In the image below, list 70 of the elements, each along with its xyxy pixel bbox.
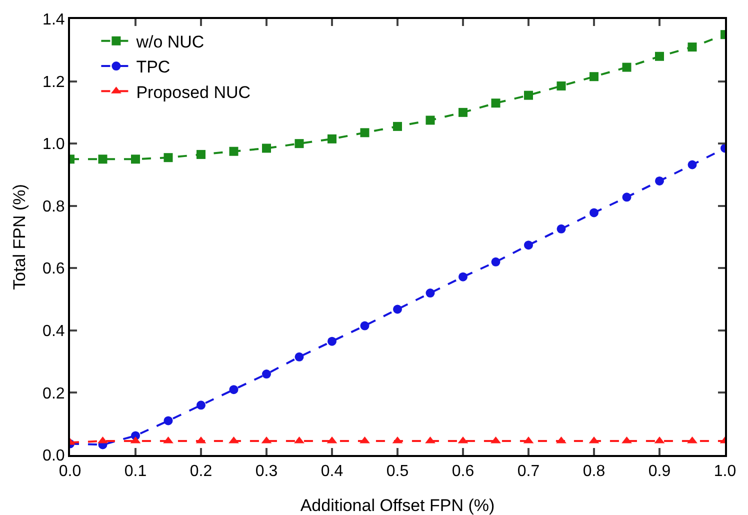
point xyxy=(98,154,108,164)
point xyxy=(164,153,173,162)
y-tick-label: 1.4 xyxy=(42,12,65,29)
point xyxy=(328,134,336,144)
point xyxy=(655,52,664,61)
x-tick-label: 0.8 xyxy=(582,463,606,480)
point xyxy=(262,144,271,153)
y-tick-label: 0.2 xyxy=(42,385,65,402)
x-tick-label: 0.0 xyxy=(58,463,82,480)
x-axis-title: Additional Offset FPN (%) xyxy=(300,496,495,515)
point xyxy=(490,436,501,444)
point xyxy=(556,224,566,234)
point xyxy=(622,192,632,202)
point xyxy=(688,42,697,52)
point xyxy=(98,436,108,444)
point xyxy=(328,336,336,346)
point xyxy=(360,436,370,444)
point xyxy=(229,385,238,394)
point xyxy=(196,400,206,410)
x-tick-label: 0.6 xyxy=(452,463,474,480)
point xyxy=(228,436,239,444)
point xyxy=(458,108,468,117)
x-tick-label: 0.3 xyxy=(255,463,278,480)
y-tick-label: 0.0 xyxy=(42,448,65,465)
point xyxy=(524,240,533,250)
y-tick-label: 0.8 xyxy=(42,198,65,216)
y-tick-label: 0.4 xyxy=(42,323,65,340)
point xyxy=(294,352,304,362)
x-tick-label: 0.7 xyxy=(517,463,540,480)
y-tick-label: 1.0 xyxy=(42,136,65,154)
point xyxy=(458,272,468,282)
point xyxy=(131,154,140,164)
point xyxy=(688,160,697,170)
legend-label: Proposed NUC xyxy=(136,82,251,102)
point xyxy=(524,90,533,100)
y-tick-label: 0.6 xyxy=(42,260,65,278)
point xyxy=(393,122,402,131)
y-tick-label: 1.2 xyxy=(42,74,65,91)
point xyxy=(393,304,402,314)
point xyxy=(622,436,632,444)
x-tick-label: 0.9 xyxy=(648,463,671,480)
point xyxy=(590,72,598,82)
x-tick-label: 0.5 xyxy=(386,463,409,480)
point xyxy=(556,436,566,444)
x-tick-label: 1.0 xyxy=(714,463,736,480)
point xyxy=(687,436,698,444)
point xyxy=(491,257,500,266)
x-tick-label: 0.4 xyxy=(320,463,344,480)
legend-label: TPC xyxy=(136,58,170,77)
y-axis-title: Total FPN (%) xyxy=(10,184,29,290)
x-tick-label: 0.1 xyxy=(124,463,147,480)
point xyxy=(360,321,370,330)
x-tick-label: 0.2 xyxy=(190,463,212,480)
point xyxy=(294,436,304,444)
point xyxy=(229,146,238,156)
point xyxy=(426,116,435,125)
point xyxy=(655,176,664,186)
point xyxy=(622,62,632,72)
point xyxy=(590,208,598,218)
point xyxy=(426,288,435,298)
point xyxy=(262,370,271,379)
legend-label: w/o NUC xyxy=(135,32,204,52)
point xyxy=(163,436,174,444)
point xyxy=(425,436,436,444)
point xyxy=(556,81,566,90)
point xyxy=(491,98,500,108)
point xyxy=(294,139,304,148)
point xyxy=(360,128,370,138)
point xyxy=(196,150,206,159)
point xyxy=(164,416,173,426)
